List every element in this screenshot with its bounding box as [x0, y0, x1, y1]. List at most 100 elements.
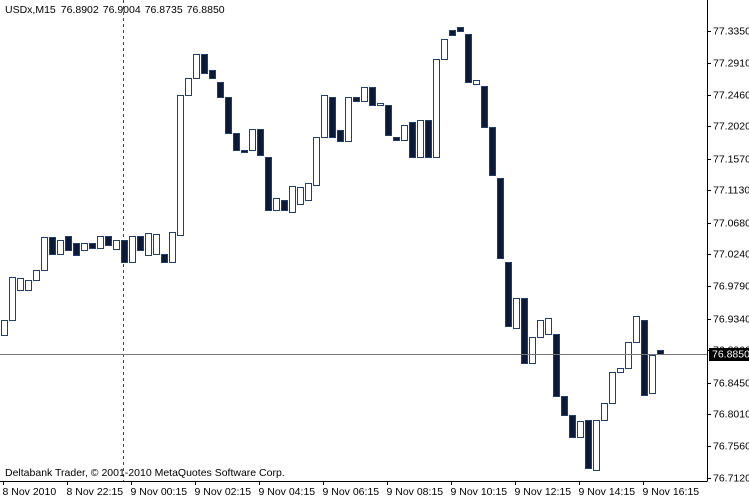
- candle: [185, 78, 192, 96]
- candle: [129, 236, 136, 263]
- candle: [1, 320, 8, 336]
- candle: [97, 236, 104, 249]
- x-tick-label: 9 Nov 08:15: [387, 486, 444, 498]
- current-price-label: 76.8850: [712, 348, 749, 360]
- candle: [577, 421, 584, 438]
- y-tick-label: 76.9790: [713, 280, 749, 292]
- candle: [369, 87, 376, 106]
- y-tick-label: 76.8450: [713, 377, 749, 389]
- x-tick-label: 9 Nov 12:15: [515, 486, 572, 498]
- candle: [345, 97, 352, 142]
- candle: [393, 137, 400, 141]
- candle: [513, 298, 520, 329]
- y-tick-label: 77.0680: [713, 217, 749, 229]
- candle: [441, 39, 448, 60]
- header-open: 76.8902: [61, 4, 99, 16]
- candle: [409, 122, 416, 158]
- candle: [297, 187, 304, 205]
- y-tick-label: 76.7560: [713, 440, 749, 452]
- candle: [41, 237, 48, 271]
- candle: [169, 232, 176, 263]
- header-low: 76.8735: [145, 4, 183, 16]
- candle: [505, 262, 512, 327]
- candle: [73, 243, 80, 256]
- candle: [521, 298, 528, 364]
- candle: [161, 254, 168, 263]
- candle: [625, 342, 632, 369]
- symbol: USDx,M15: [5, 4, 56, 16]
- candle: [497, 178, 504, 259]
- y-tick-label: 77.3350: [713, 25, 749, 37]
- candle: [633, 316, 640, 343]
- candle: [257, 129, 264, 156]
- candle: [545, 318, 552, 335]
- candle: [145, 233, 152, 256]
- x-tick-label: 9 Nov 00:15: [131, 486, 188, 498]
- candle: [641, 320, 648, 396]
- candle: [465, 34, 472, 83]
- y-tick-label: 76.9340: [713, 313, 749, 325]
- candle: [17, 278, 24, 291]
- candle: [353, 97, 360, 102]
- candle: [57, 240, 64, 255]
- candle: [273, 198, 280, 211]
- candle: [217, 82, 224, 98]
- x-tick-label: 8 Nov 2010: [3, 486, 57, 498]
- candle: [81, 243, 88, 251]
- x-tick-label: 9 Nov 16:15: [643, 486, 700, 498]
- y-tick-label: 77.1130: [713, 184, 749, 196]
- candle: [417, 120, 424, 158]
- candle: [593, 420, 600, 471]
- candle: [121, 240, 128, 263]
- candle: [329, 97, 336, 138]
- candle: [617, 368, 624, 373]
- candle: [481, 86, 488, 128]
- candle: [569, 415, 576, 438]
- candle: [585, 420, 592, 469]
- candle: [313, 137, 320, 186]
- candle: [433, 59, 440, 158]
- candle: [177, 95, 184, 236]
- candle: [9, 277, 16, 321]
- candle: [153, 234, 160, 255]
- x-tick-label: 9 Nov 10:15: [451, 486, 508, 498]
- candle: [65, 236, 72, 251]
- candle: [537, 320, 544, 338]
- candle: [233, 133, 240, 151]
- candle: [385, 105, 392, 136]
- candle: [249, 129, 256, 151]
- x-tick-label: 8 Nov 22:15: [67, 486, 124, 498]
- y-tick-label: 77.2910: [713, 57, 749, 69]
- candle: [473, 80, 480, 85]
- copyright: Deltabank Trader, © 2001-2010 MetaQuotes…: [5, 467, 285, 479]
- candle: [601, 403, 608, 421]
- candle: [649, 355, 656, 394]
- header-close: 76.8850: [187, 4, 225, 16]
- candle: [449, 30, 456, 36]
- candle: [609, 372, 616, 404]
- candle: [289, 186, 296, 213]
- x-tick-label: 9 Nov 06:15: [323, 486, 380, 498]
- marks: [1, 27, 664, 471]
- x-tick-label: 9 Nov 02:15: [195, 486, 252, 498]
- candle: [657, 350, 664, 355]
- candle: [553, 334, 560, 397]
- candle: [137, 236, 144, 251]
- candle: [193, 54, 200, 79]
- candle: [105, 236, 112, 246]
- chart-header: USDx,M15 76.8902 76.9004 76.8735 76.8850: [5, 4, 225, 16]
- candle: [489, 127, 496, 176]
- candle: [361, 87, 368, 102]
- y-tick-label: 77.0240: [713, 248, 749, 260]
- candle: [89, 243, 96, 249]
- candle: [321, 95, 328, 138]
- candle: [33, 270, 40, 281]
- y-tick-label: 77.1570: [713, 153, 749, 165]
- candle: [529, 337, 536, 364]
- candle: [225, 97, 232, 134]
- candle: [337, 130, 344, 142]
- candle: [281, 200, 288, 211]
- candle: [209, 70, 216, 79]
